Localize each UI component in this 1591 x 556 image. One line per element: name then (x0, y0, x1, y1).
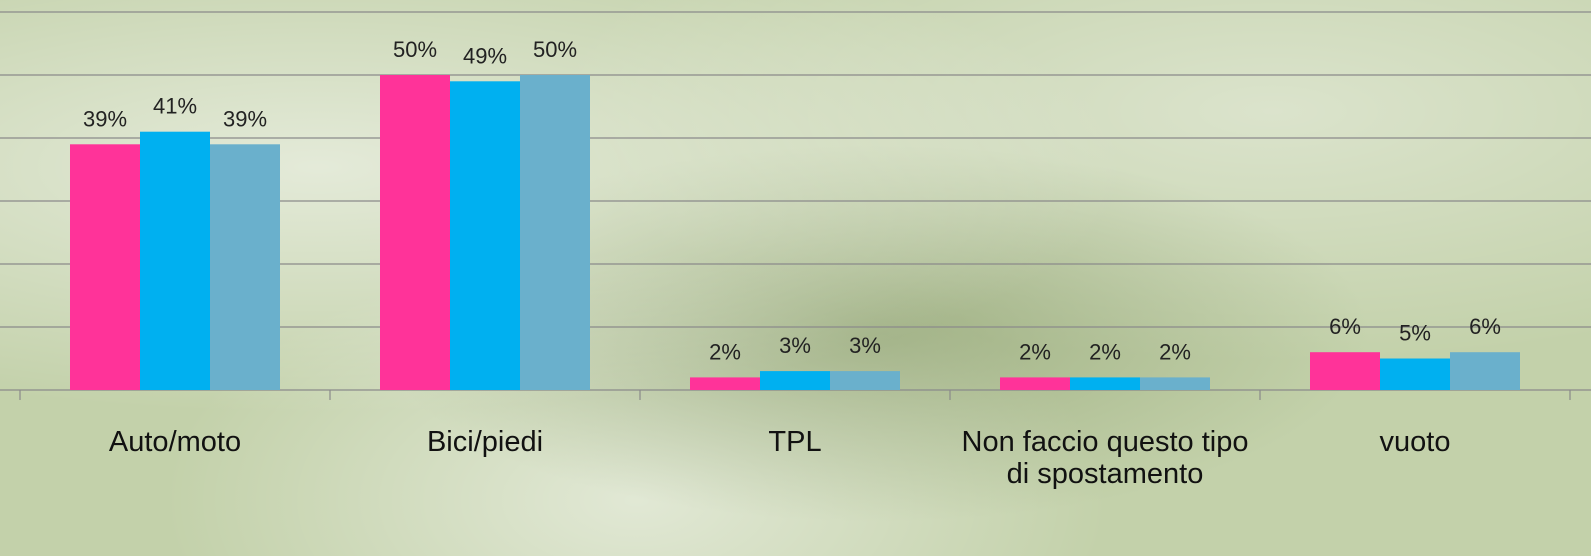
bar (1070, 377, 1140, 390)
data-label: 3% (849, 333, 881, 358)
data-label: 39% (83, 106, 127, 131)
bar (520, 75, 590, 390)
data-label: 2% (1089, 339, 1121, 364)
data-label: 5% (1399, 321, 1431, 346)
data-label: 49% (463, 43, 507, 68)
x-tick-label: Auto/moto (108, 426, 242, 458)
data-label: 50% (533, 37, 577, 62)
bar (760, 371, 830, 390)
bar (380, 75, 450, 390)
bar (1140, 377, 1210, 390)
data-label: 39% (223, 106, 267, 131)
bar (1000, 377, 1070, 390)
bar (70, 144, 140, 390)
x-tick-label: TPL (768, 426, 822, 458)
data-label: 2% (1019, 339, 1051, 364)
bar (830, 371, 900, 390)
data-label: 50% (393, 37, 437, 62)
bar (140, 131, 210, 390)
data-label: 2% (709, 339, 741, 364)
x-tick-label: Bici/piedi (426, 426, 544, 458)
x-tick-label: Non faccio questo tipo di spostamento (961, 426, 1249, 490)
bar (1380, 358, 1450, 390)
data-label: 6% (1469, 314, 1501, 339)
bar (690, 377, 760, 390)
data-label: 41% (153, 94, 197, 119)
x-tick-label: vuoto (1379, 426, 1451, 458)
data-label: 2% (1159, 339, 1191, 364)
bar (210, 144, 280, 390)
bar (1450, 352, 1520, 390)
data-label: 3% (779, 333, 811, 358)
data-label: 6% (1329, 314, 1361, 339)
bar (1310, 352, 1380, 390)
bar (450, 81, 520, 391)
